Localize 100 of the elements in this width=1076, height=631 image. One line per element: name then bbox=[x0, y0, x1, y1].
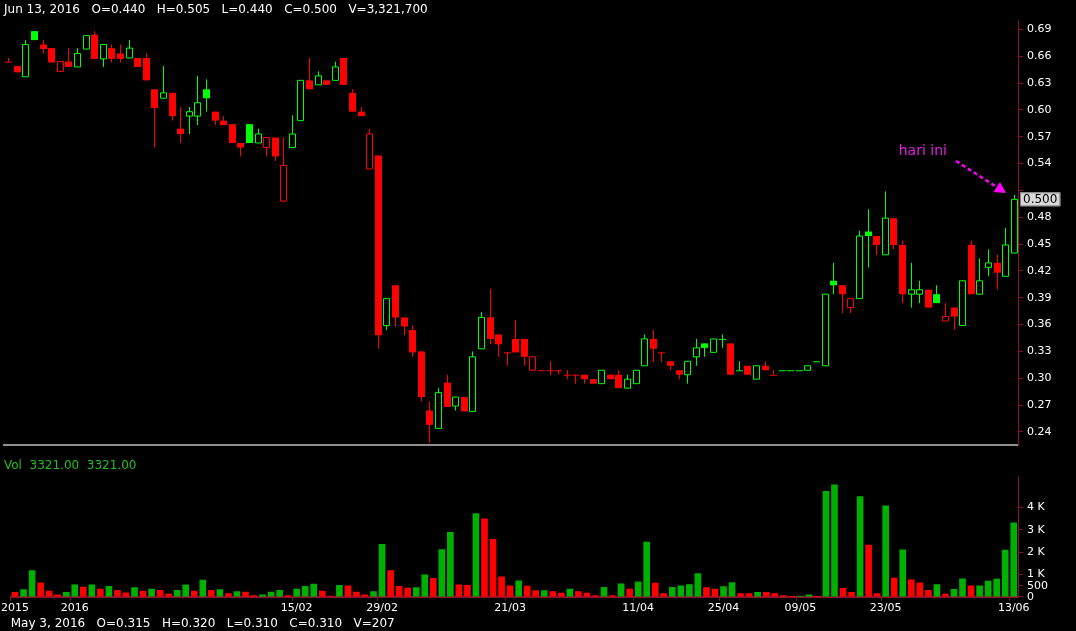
bar bbox=[976, 585, 983, 597]
text: May 3, 2016 O=0.315 H=0.320 L=0.310 C=0.310 V=207 bbox=[10, 616, 395, 631]
bar bbox=[498, 576, 505, 597]
annotation: 0.500 bbox=[1023, 192, 1058, 207]
bar bbox=[754, 592, 761, 597]
candlestick bbox=[426, 401, 433, 444]
candlestick bbox=[994, 254, 1001, 291]
candlestick bbox=[504, 351, 511, 367]
candlestick bbox=[177, 106, 184, 144]
x-tick-label: 09/05 bbox=[784, 601, 817, 615]
y-tick-label: 0.45 bbox=[1027, 236, 1052, 250]
bar bbox=[114, 590, 121, 597]
chart-title: Jun 13, 2016 O=0.440 H=0.505 L=0.440 C=0.500 V=3,321,700 bbox=[3, 2, 428, 17]
bar bbox=[907, 579, 915, 597]
y-tick-label: 3 K bbox=[1027, 522, 1046, 536]
x-tick-label: 23/05 bbox=[869, 601, 902, 615]
bar bbox=[148, 588, 155, 597]
candlestick bbox=[409, 325, 416, 358]
bar bbox=[703, 587, 710, 597]
bar bbox=[429, 577, 437, 597]
candlestick bbox=[976, 257, 983, 295]
bar bbox=[686, 584, 693, 597]
bar bbox=[259, 594, 266, 597]
bar bbox=[20, 589, 27, 597]
candlestick bbox=[658, 351, 665, 363]
x-tick-label: 21/03 bbox=[494, 601, 526, 615]
candlestick bbox=[203, 78, 210, 113]
candlestick bbox=[289, 114, 296, 148]
bar bbox=[831, 484, 838, 597]
y-tick-label: 0.30 bbox=[1027, 371, 1052, 385]
bar bbox=[890, 577, 898, 597]
y-tick-label: 0.69 bbox=[1027, 22, 1052, 36]
bar bbox=[54, 594, 62, 597]
y-tick-label: 0.39 bbox=[1027, 290, 1052, 304]
candlestick bbox=[74, 47, 81, 68]
y-tick-label: 0.27 bbox=[1027, 398, 1052, 411]
candlestick bbox=[160, 65, 167, 99]
y-tick-label: 0.57 bbox=[1027, 129, 1052, 143]
candlestick bbox=[985, 248, 992, 277]
candlestick bbox=[229, 123, 236, 144]
bar bbox=[737, 593, 744, 597]
candlestick bbox=[143, 53, 150, 81]
x-tick-label: 2016 bbox=[60, 601, 89, 615]
y-tick-label: 0.54 bbox=[1027, 156, 1052, 170]
y-tick-label: 0.24 bbox=[1027, 424, 1052, 438]
candlestick bbox=[839, 284, 846, 314]
bar bbox=[447, 532, 454, 597]
candlestick bbox=[650, 329, 657, 363]
bar bbox=[225, 593, 232, 597]
bar bbox=[131, 587, 138, 597]
bar bbox=[856, 496, 864, 597]
candlestick bbox=[332, 61, 339, 81]
bar bbox=[404, 587, 411, 597]
candlestick bbox=[349, 88, 356, 113]
x-tick-label: 11/04 bbox=[622, 601, 654, 615]
candlestick bbox=[830, 262, 837, 295]
bar bbox=[993, 578, 1000, 597]
candlestick bbox=[512, 319, 519, 353]
bar bbox=[387, 570, 394, 597]
bar bbox=[848, 592, 855, 597]
y-tick-label: 0.48 bbox=[1027, 210, 1052, 224]
bar bbox=[464, 585, 471, 597]
bar bbox=[865, 544, 872, 597]
candlestick bbox=[719, 333, 726, 349]
x-tick-label: 13/06 bbox=[997, 601, 1030, 615]
bar bbox=[822, 491, 830, 597]
bar bbox=[720, 586, 727, 597]
candlestick bbox=[873, 235, 880, 256]
bar bbox=[481, 518, 488, 597]
bar bbox=[575, 591, 582, 597]
candlestick bbox=[169, 92, 176, 122]
bar bbox=[336, 585, 343, 597]
candlestick bbox=[100, 44, 107, 68]
bar bbox=[472, 513, 480, 597]
bar bbox=[199, 579, 207, 597]
candlestick bbox=[684, 360, 691, 385]
x-tick-label: 2015 bbox=[1, 601, 30, 615]
bar bbox=[97, 588, 104, 597]
candlestick bbox=[151, 88, 158, 148]
bar bbox=[37, 582, 44, 597]
candlestick bbox=[306, 57, 313, 90]
bar bbox=[276, 590, 283, 597]
candlestick bbox=[736, 360, 743, 372]
y-tick-label: 1 K bbox=[1027, 567, 1046, 581]
y-tick-label: 0.66 bbox=[1027, 49, 1052, 63]
y-tick-label: 0.42 bbox=[1027, 263, 1052, 277]
y-tick-label: 0.63 bbox=[1027, 75, 1052, 89]
x-tick-label: 25/04 bbox=[707, 601, 740, 615]
candlestick bbox=[5, 57, 12, 63]
bar bbox=[438, 549, 446, 597]
bar bbox=[959, 578, 966, 597]
y-tick-label: 0.60 bbox=[1027, 102, 1052, 116]
candlestick bbox=[770, 369, 777, 376]
candlestick bbox=[865, 208, 872, 268]
x-tick-label: 15/02 bbox=[280, 601, 313, 615]
y-tick-label: 2 K bbox=[1027, 545, 1046, 559]
bar bbox=[370, 591, 377, 597]
bar bbox=[882, 505, 890, 597]
x-tick-label: 29/02 bbox=[366, 601, 398, 615]
y-tick-label: 4 K bbox=[1027, 500, 1046, 514]
